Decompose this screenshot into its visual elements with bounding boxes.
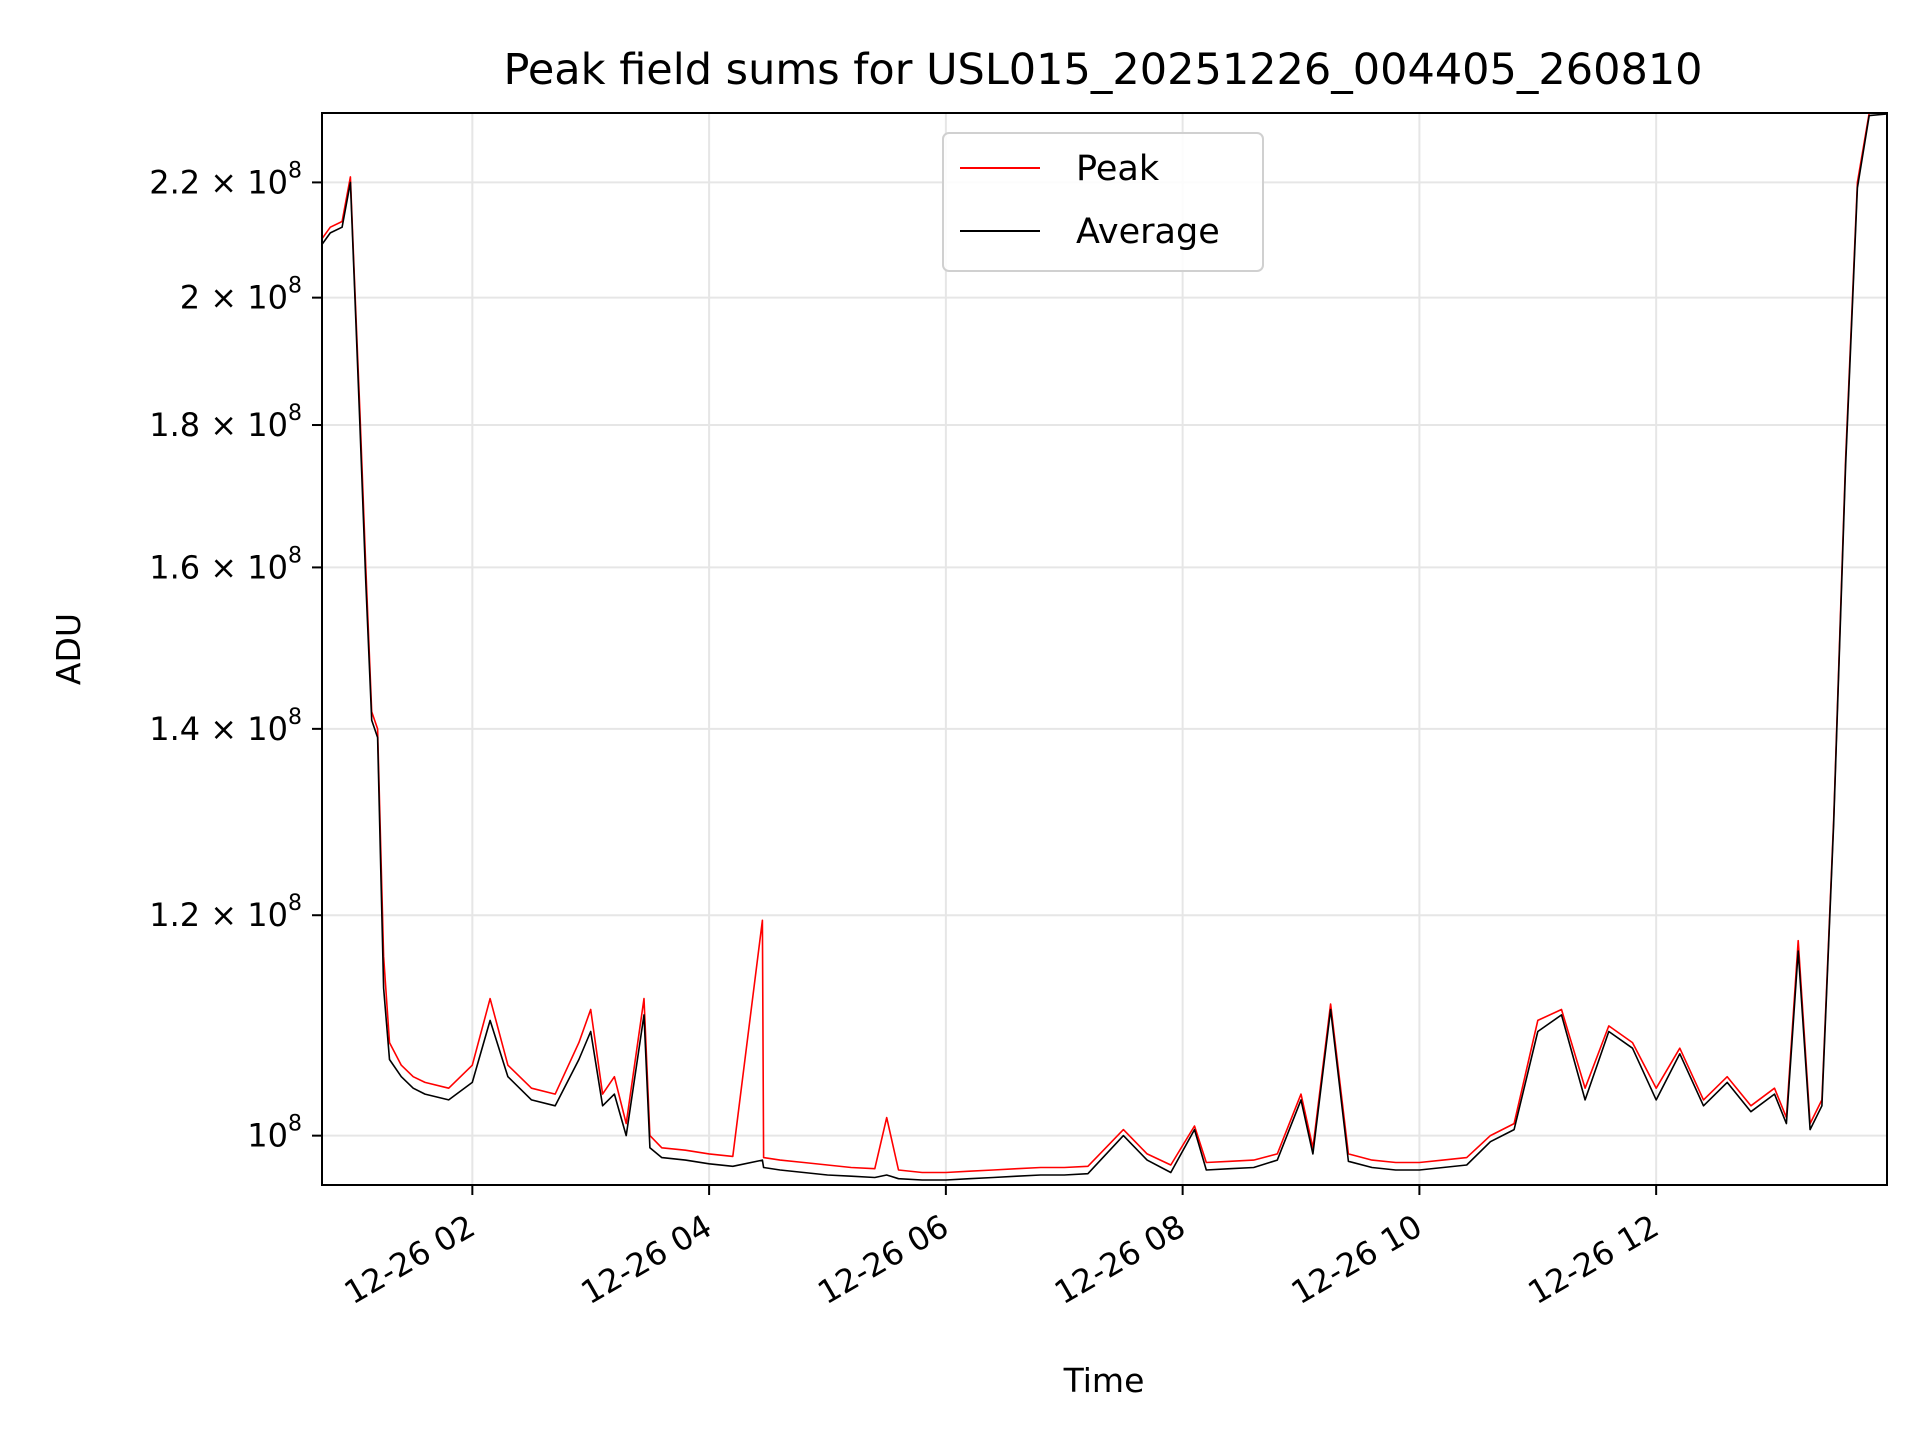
y-tick-exponent: 8 (288, 705, 302, 730)
y-tick-label: 1.4 × 108 (149, 705, 302, 748)
y-tick-mantissa: 1.8 × 10 (149, 406, 288, 444)
x-axis-label: Time (1063, 1361, 1145, 1400)
y-tick-mantissa: 1.6 × 10 (149, 548, 288, 586)
y-tick-mantissa: 1.4 × 10 (149, 710, 288, 748)
y-tick-exponent: 8 (288, 543, 302, 568)
y-tick-exponent: 8 (288, 401, 302, 426)
chart-title: Peak field sums for USL015_20251226_0044… (503, 45, 1702, 95)
y-tick-mantissa: 10 (247, 1117, 288, 1155)
y-tick-exponent: 8 (288, 1112, 302, 1137)
plot-frame (321, 112, 1888, 1186)
y-tick-label: 2.2 × 108 (149, 158, 302, 201)
legend-peak-label: Peak (1076, 149, 1160, 189)
legend-average-label: Average (1076, 212, 1220, 252)
y-tick-label: 108 (247, 1112, 302, 1155)
y-tick-label: 1.8 × 108 (149, 401, 302, 444)
y-axis-label: ADU (49, 613, 88, 685)
grid-lines (322, 113, 1887, 1185)
y-tick-exponent: 8 (288, 891, 302, 916)
y-tick-label: 1.6 × 108 (149, 543, 302, 586)
series-layer (321, 112, 1888, 1181)
series-line-average (321, 113, 1888, 1181)
y-tick-label: 1.2 × 108 (149, 891, 302, 934)
series-line-peak (321, 112, 1887, 1174)
y-tick-label: 2 × 108 (180, 274, 302, 317)
y-tick-exponent: 8 (288, 274, 302, 299)
y-tick-mantissa: 1.2 × 10 (149, 896, 288, 934)
y-tick-exponent: 8 (288, 158, 302, 183)
legend: Peak Average (942, 132, 1264, 272)
y-tick-mantissa: 2 × 10 (180, 279, 288, 317)
y-tick-mantissa: 2.2 × 10 (149, 163, 288, 201)
